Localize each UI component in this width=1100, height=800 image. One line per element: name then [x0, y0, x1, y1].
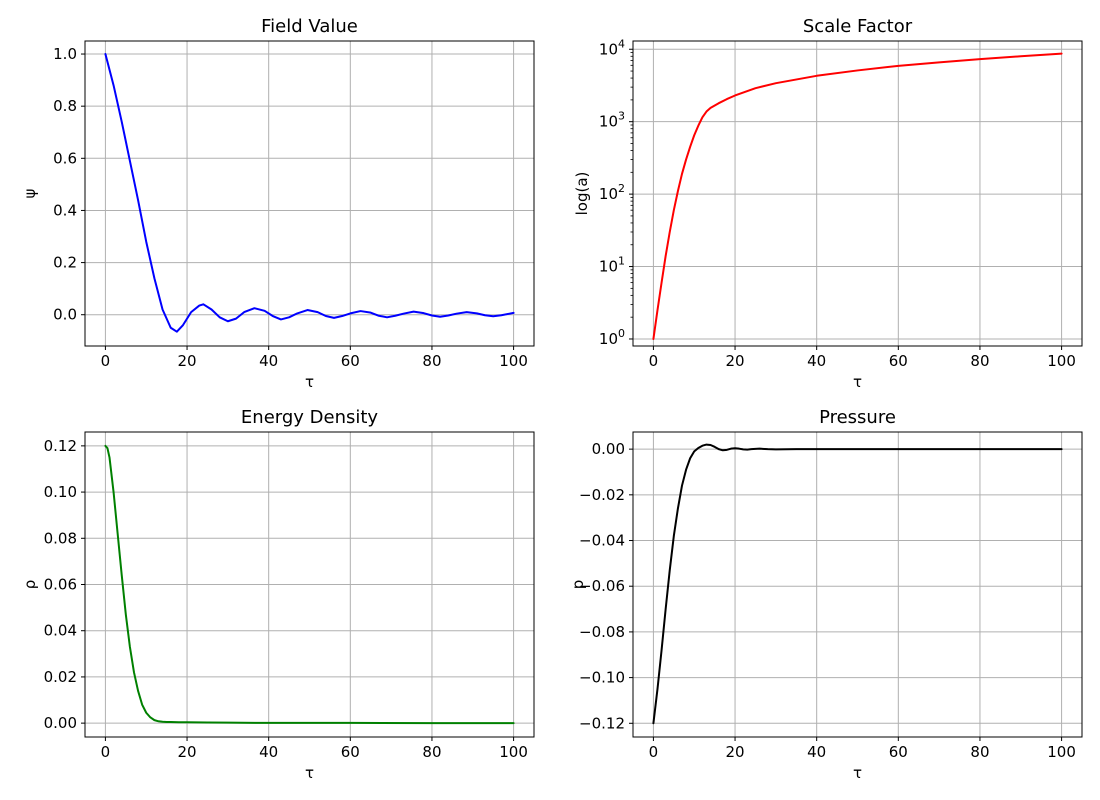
scale-factor-x-tick-label-5: 100: [1047, 352, 1076, 370]
field-value-y-tick-label-4: 0.8: [53, 97, 77, 115]
scale-factor-title: Scale Factor: [803, 16, 913, 37]
energy-density-y-tick-label-1: 0.02: [44, 668, 77, 686]
field-value-x-tick-label-3: 60: [341, 352, 360, 370]
pressure-x-tick-label-0: 0: [649, 743, 659, 761]
scale-factor-x-tick-label-0: 0: [649, 352, 659, 370]
pressure-y-tick-label-2: −0.08: [579, 623, 625, 641]
pressure-y-axis-label: p: [569, 580, 587, 590]
energy-density-y-tick-label-3: 0.06: [44, 576, 77, 594]
field-value-x-tick-label-5: 100: [499, 352, 528, 370]
scale-factor-y-tick-label-1: 101: [599, 255, 625, 276]
pressure-y-tick-label-1: −0.10: [579, 669, 625, 687]
field-value-y-tick-label-5: 1.0: [53, 45, 77, 63]
field-value-x-tick-label-4: 80: [422, 352, 441, 370]
field-value-series-line-0: [104, 53, 515, 333]
scale-factor-y-tick-label-3: 103: [599, 110, 625, 131]
energy-density-y-tick-label-6: 0.12: [44, 437, 77, 455]
field-value-y-tick-label-3: 0.6: [53, 149, 77, 167]
pressure-axes-frame: [632, 431, 1083, 738]
pressure-x-tick-label-4: 80: [970, 743, 989, 761]
energy-density-y-tick-label-0: 0.00: [44, 714, 77, 732]
pressure-x-tick-label-5: 100: [1047, 743, 1076, 761]
pressure-y-tick-label-0: −0.12: [579, 714, 625, 732]
pressure-series-line-0: [652, 443, 1063, 725]
field-value-x-tick-label-0: 0: [101, 352, 111, 370]
energy-density-x-tick-label-3: 60: [341, 743, 360, 761]
energy-density-x-tick-label-1: 20: [177, 743, 196, 761]
scale-factor-panel: 0 20 40 60 80 100 100 101 102 103 104 Scale Factor τ…: [573, 16, 1083, 391]
pressure-y-tick-label-3: −0.06: [579, 577, 625, 595]
field-value-axes-frame: [84, 40, 535, 347]
scale-factor-x-tick-label-4: 80: [970, 352, 989, 370]
energy-density-y-tick-label-4: 0.08: [44, 529, 77, 547]
energy-density-x-tick-label-2: 40: [259, 743, 278, 761]
energy-density-x-tick-label-5: 100: [499, 743, 528, 761]
energy-density-x-tick-label-4: 80: [422, 743, 441, 761]
energy-density-x-tick-label-0: 0: [101, 743, 111, 761]
energy-density-title: Energy Density: [241, 407, 379, 428]
scale-factor-series-line-0: [652, 52, 1063, 340]
scale-factor-x-tick-label-1: 20: [725, 352, 744, 370]
field-value-panel: 0 20 40 60 80 100 0.0 0.2 0.4 0.6 0.8 1.0 Field Valu…: [21, 16, 535, 391]
pressure-title: Pressure: [819, 407, 896, 428]
field-value-x-tick-label-1: 20: [177, 352, 196, 370]
energy-density-y-tick-label-5: 0.10: [44, 483, 77, 501]
pressure-y-tick-label-4: −0.04: [579, 532, 625, 550]
scale-factor-y-tick-label-0: 100: [599, 327, 625, 348]
field-value-y-axis-label: ψ: [21, 188, 39, 198]
scale-factor-x-axis-label: τ: [853, 373, 862, 391]
energy-density-y-tick-label-2: 0.04: [44, 622, 77, 640]
scale-factor-x-tick-label-3: 60: [889, 352, 908, 370]
scale-factor-y-tick-label-4: 104: [599, 37, 625, 58]
pressure-x-tick-label-3: 60: [889, 743, 908, 761]
energy-density-y-axis-label: ρ: [21, 580, 39, 590]
field-value-x-axis-label: τ: [305, 373, 314, 391]
pressure-y-tick-label-6: 0.00: [592, 440, 625, 458]
pressure-y-tick-label-5: −0.02: [579, 486, 625, 504]
field-value-y-tick-label-2: 0.4: [53, 201, 77, 219]
energy-density-panel: 0 20 40 60 80 100 0.00 0.02 0.04 0.06 0.08 0.10 0.12…: [21, 407, 535, 782]
scale-factor-axes-frame: [632, 40, 1083, 347]
field-value-title: Field Value: [261, 16, 358, 37]
pressure-x-axis-label: τ: [853, 764, 862, 782]
field-value-y-tick-label-1: 0.2: [53, 254, 77, 272]
field-value-y-tick-label-0: 0.0: [53, 306, 77, 324]
energy-density-series-line-0: [104, 444, 515, 725]
scale-factor-y-axis-label: log(a): [573, 172, 591, 216]
pressure-x-tick-label-1: 20: [725, 743, 744, 761]
scale-factor-x-tick-label-2: 40: [807, 352, 826, 370]
scale-factor-y-tick-label-2: 102: [599, 182, 625, 203]
field-value-x-tick-label-2: 40: [259, 352, 278, 370]
pressure-x-tick-label-2: 40: [807, 743, 826, 761]
pressure-panel: 0 20 40 60 80 100 −0.12 −0.10 −0.08 −0.06 −0.04 −0.…: [569, 407, 1083, 782]
energy-density-x-axis-label: τ: [305, 764, 314, 782]
